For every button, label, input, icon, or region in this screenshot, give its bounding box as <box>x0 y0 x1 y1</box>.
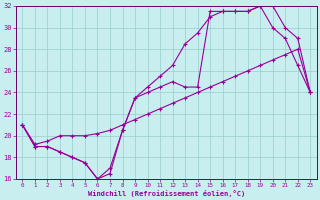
X-axis label: Windchill (Refroidissement éolien,°C): Windchill (Refroidissement éolien,°C) <box>88 190 245 197</box>
